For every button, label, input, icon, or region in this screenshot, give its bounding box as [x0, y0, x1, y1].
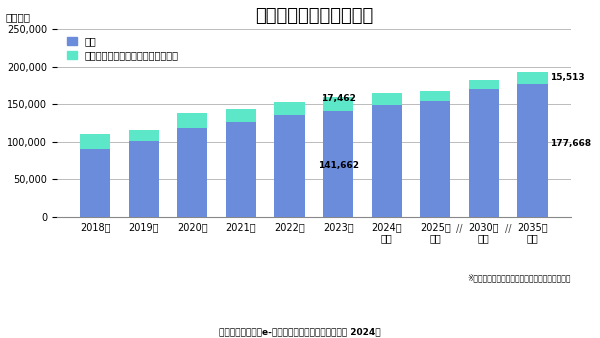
- Bar: [420, 101, 451, 217]
- Bar: [226, 109, 256, 122]
- Bar: [517, 72, 548, 83]
- Title: 国内の通販市場（物販）: 国内の通販市場（物販）: [255, 7, 373, 25]
- Text: 141,662: 141,662: [317, 162, 359, 170]
- Bar: [517, 83, 548, 217]
- Text: 富士経済「通販・e-コマースビジネスの実態と今後 2024」: 富士経済「通販・e-コマースビジネスの実態と今後 2024」: [219, 327, 381, 336]
- Bar: [80, 149, 110, 217]
- Text: 15,513: 15,513: [550, 73, 584, 82]
- Text: 17,462: 17,462: [320, 94, 356, 103]
- Bar: [469, 79, 499, 89]
- Bar: [178, 128, 208, 217]
- Bar: [226, 122, 256, 217]
- Text: （億円）: （億円）: [5, 12, 31, 22]
- Bar: [274, 102, 305, 115]
- Text: //: //: [505, 224, 511, 234]
- Bar: [323, 111, 353, 217]
- Bar: [274, 115, 305, 217]
- Text: //: //: [457, 224, 463, 234]
- Bar: [371, 105, 402, 217]
- Text: 177,668: 177,668: [550, 139, 591, 148]
- Bar: [178, 113, 208, 128]
- Bar: [323, 97, 353, 111]
- Bar: [469, 89, 499, 217]
- Bar: [129, 141, 159, 217]
- Bar: [129, 130, 159, 141]
- Bar: [420, 91, 451, 101]
- Bar: [371, 94, 402, 105]
- Legend: ＥＣ, カタログ、テレビ、ラジオ、その他: ＥＣ, カタログ、テレビ、ラジオ、その他: [67, 36, 178, 60]
- Text: ※調査対象の商品カテゴリーの市場を対象とした: ※調査対象の商品カテゴリーの市場を対象とした: [467, 273, 571, 282]
- Bar: [80, 135, 110, 149]
